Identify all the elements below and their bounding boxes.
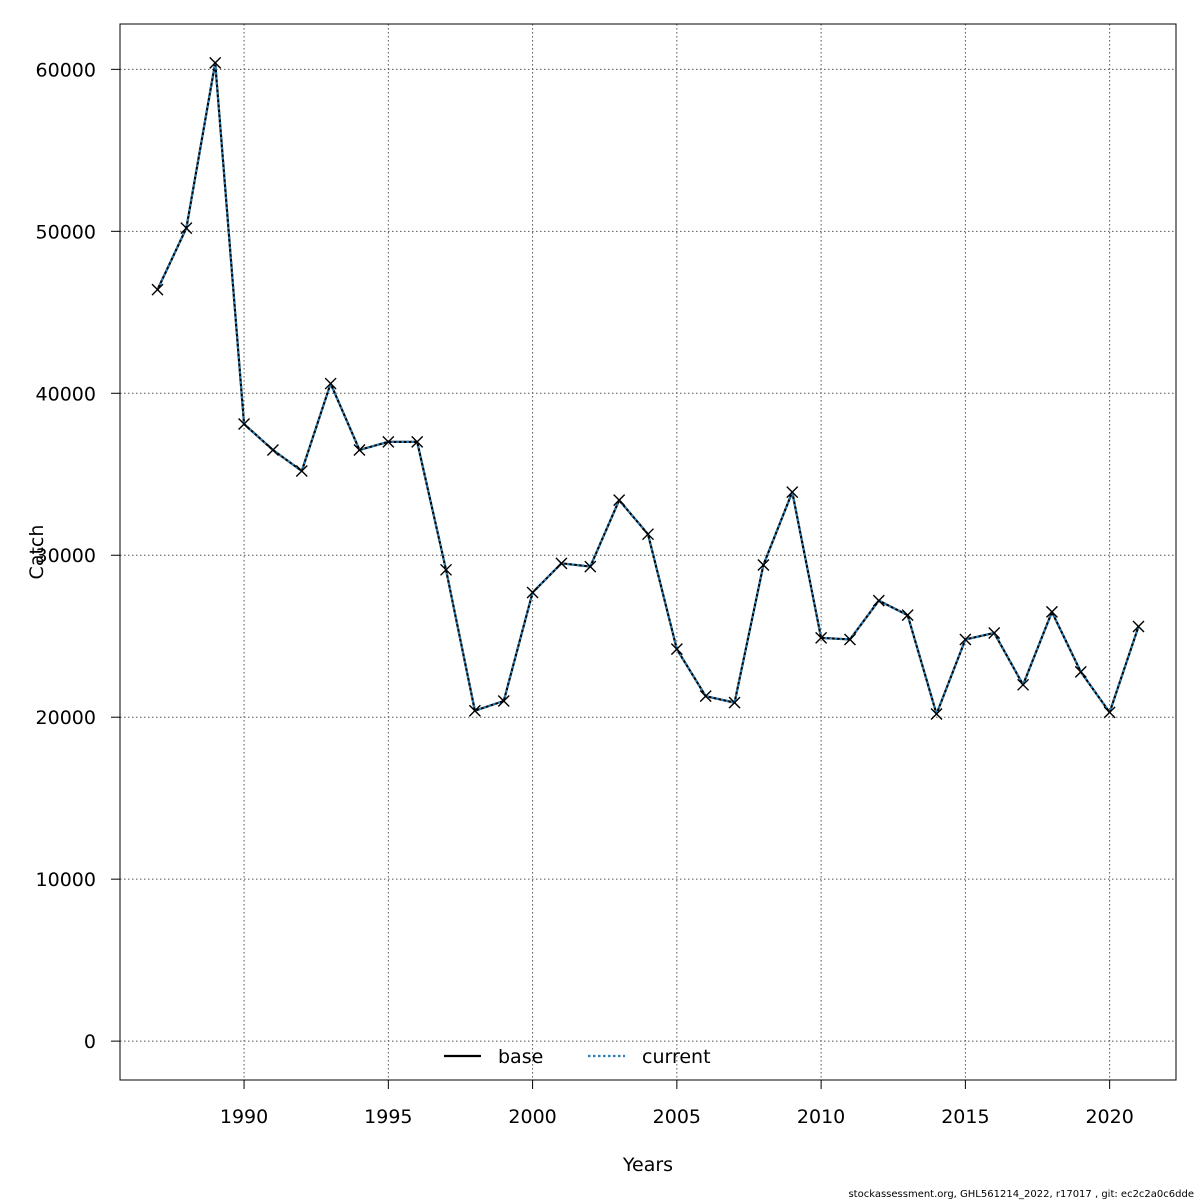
marker-stroke [555,557,568,570]
observed-markers [151,56,1145,720]
observation-marker [440,563,453,576]
marker-stroke [324,377,337,390]
observation-marker [526,586,539,599]
observation-marker [497,695,510,708]
marker-stroke [1017,678,1030,691]
series-line-current [156,61,1140,716]
observation-marker [815,631,828,644]
marker-stroke [1103,706,1116,719]
marker-stroke [613,494,626,507]
observation-marker [382,435,395,448]
observation-marker [613,494,626,507]
x-tick-label: 2005 [653,1106,701,1128]
observation-marker [209,56,222,69]
series-line-base [156,61,1140,716]
y-tick-label: 0 [84,1031,96,1053]
observation-marker [555,557,568,570]
observation-marker [1045,605,1058,618]
marker-stroke [786,486,799,499]
observation-marker [295,465,308,478]
observation-marker [1132,620,1145,633]
marker-stroke [295,465,308,478]
marker-stroke [959,633,972,646]
marker-stroke [699,690,712,703]
marker-stroke [584,560,597,573]
observation-marker [901,609,914,622]
observation-marker [988,626,1001,639]
observation-marker [670,643,683,656]
observation-marker [584,560,597,573]
legend-label-current: current [642,1046,711,1068]
x-tick-label: 1995 [364,1106,412,1128]
observation-marker [468,704,481,717]
marker-stroke [497,695,510,708]
marker-stroke [901,609,914,622]
observation-marker [757,558,770,571]
marker-stroke [930,707,943,720]
marker-stroke [151,283,164,296]
marker-stroke [411,435,424,448]
observation-marker [1017,678,1030,691]
y-tick-label: 20000 [36,707,96,729]
observation-marker [180,222,193,235]
observation-marker [699,690,712,703]
marker-stroke [238,418,251,431]
legend-label-base: base [498,1046,543,1068]
marker-stroke [526,586,539,599]
observation-marker [411,435,424,448]
observation-marker [930,707,943,720]
marker-stroke [180,222,193,235]
y-tick-label: 30000 [36,545,96,567]
observation-marker [238,418,251,431]
grid [120,24,1176,1080]
observation-marker [642,528,654,541]
y-axis-title: Catch [26,525,48,580]
y-tick-label: 60000 [36,59,96,81]
observation-marker [1074,665,1087,678]
y-tick-label: 50000 [36,221,96,243]
marker-stroke [642,528,654,541]
marker-stroke [440,563,453,576]
x-tick-label: 2000 [508,1106,556,1128]
marker-stroke [209,56,222,69]
legend: base current [444,1046,711,1068]
observation-marker [786,486,799,499]
x-tick-label: 2015 [941,1106,989,1128]
observation-marker [266,443,279,456]
marker-stroke [1132,620,1145,633]
marker-stroke [382,435,395,448]
marker-stroke [872,594,885,607]
marker-stroke [843,633,856,646]
observation-marker [1103,706,1116,719]
marker-stroke [1045,605,1058,618]
marker-stroke [1074,665,1087,678]
marker-stroke [468,704,481,717]
plot-frame [119,23,1177,1081]
x-tick-label: 2010 [797,1106,845,1128]
observation-marker [151,283,164,296]
marker-stroke [815,631,828,644]
x-axis: 1990 1995 2000 2005 2010 2015 2020 [220,1080,1134,1128]
marker-stroke [670,643,683,656]
x-tick-label: 1990 [220,1106,268,1128]
marker-stroke [988,626,1001,639]
marker-stroke [353,443,366,456]
observation-marker [959,633,972,646]
observation-marker [728,696,741,709]
observation-marker [872,594,885,607]
observation-marker [353,443,366,456]
series-lines [156,61,1140,716]
footer-credit: stockassessment.org, GHL561214_2022, r17… [848,1189,1194,1200]
marker-stroke [728,696,741,709]
observation-marker [324,377,337,390]
x-tick-label: 2020 [1085,1106,1133,1128]
y-tick-label: 10000 [36,869,96,891]
y-axis: 0 10000 20000 30000 40000 50000 60000 [36,59,120,1053]
observation-marker [843,633,856,646]
marker-stroke [266,443,279,456]
marker-stroke [757,558,770,571]
y-tick-label: 40000 [36,383,96,405]
x-axis-title: Years [622,1154,673,1176]
